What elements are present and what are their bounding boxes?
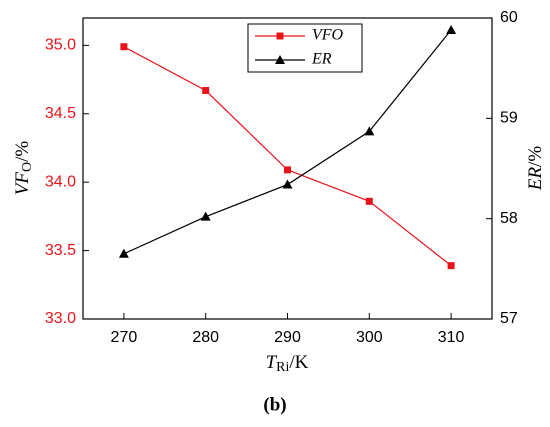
x-tick-label: 300 <box>356 329 383 346</box>
y2-label-unit: /% <box>525 146 546 167</box>
y2-axis-label: ER/% <box>525 146 546 191</box>
y2-tick-label: 60 <box>500 9 518 26</box>
marker <box>446 25 457 35</box>
marker <box>120 43 128 51</box>
marker <box>202 87 210 95</box>
y2-label-main: ER <box>525 167 546 192</box>
series-line <box>123 46 452 267</box>
y-tick-label: 35.0 <box>45 37 76 54</box>
y-tick-label: 33.0 <box>45 310 76 327</box>
y-tick-label: 34.5 <box>45 105 76 122</box>
x-tick-label: 310 <box>438 329 465 346</box>
marker <box>118 248 129 258</box>
marker <box>447 262 455 270</box>
x-axis-label: TRi/K <box>266 352 309 375</box>
x-tick-label: 270 <box>111 329 138 346</box>
x-tick-label: 290 <box>274 329 301 346</box>
y-axis-label: VFO/% <box>12 141 35 196</box>
x-label-unit: /K <box>289 352 308 373</box>
y-tick-label: 33.5 <box>45 242 76 259</box>
caption: (b) <box>263 394 286 415</box>
marker <box>200 211 211 221</box>
y-label-sub: O <box>20 162 35 172</box>
y2-tick-label: 59 <box>500 110 518 127</box>
marker <box>284 166 291 174</box>
legend-box <box>247 23 363 73</box>
legend-label: ER <box>311 51 332 68</box>
marker <box>282 179 293 189</box>
x-tick-label: 280 <box>192 329 219 346</box>
y-label-unit: /% <box>12 141 33 162</box>
y-label-main: VF <box>12 172 33 196</box>
marker <box>365 197 373 205</box>
legend-marker <box>275 55 285 64</box>
legend-label: VFO <box>312 27 344 44</box>
marker <box>364 126 375 136</box>
y2-tick-label: 58 <box>500 210 518 227</box>
legend-marker <box>276 32 284 40</box>
x-label-main: T <box>266 352 278 373</box>
y2-tick-label: 57 <box>500 310 518 327</box>
x-label-sub: Ri <box>276 360 289 375</box>
y-tick-label: 34.0 <box>45 173 76 190</box>
